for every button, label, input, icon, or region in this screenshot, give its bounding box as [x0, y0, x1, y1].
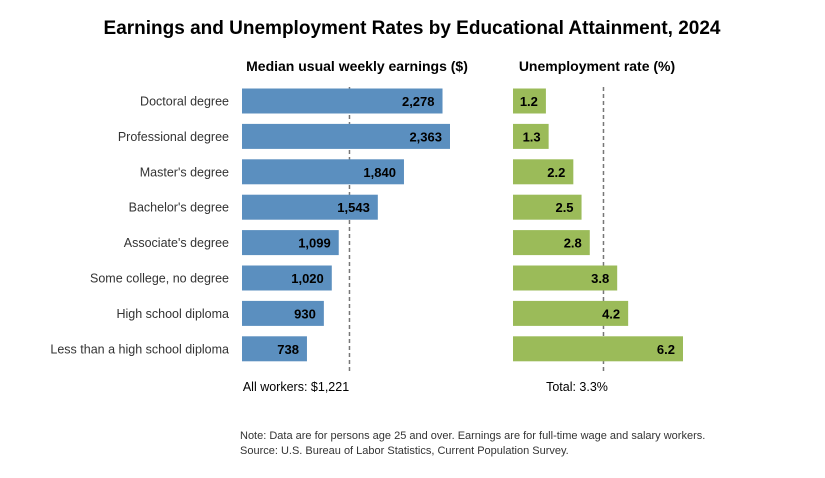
unemployment-bar — [513, 159, 574, 185]
unemployment-value-label: 2.8 — [564, 236, 582, 251]
unemployment-value-label: 2.2 — [547, 165, 565, 180]
earnings-value-label: 2,363 — [409, 129, 442, 144]
category-label: Associate's degree — [124, 236, 229, 250]
unemployment-value-label: 3.8 — [591, 271, 609, 286]
unemployment-value-label: 1.3 — [523, 129, 541, 144]
unemployment-bar — [513, 336, 683, 362]
earnings-value-label: 1,840 — [363, 165, 396, 180]
earnings-bar — [242, 88, 443, 114]
unemployment-bar — [513, 123, 549, 149]
source-text: Source: U.S. Bureau of Labor Statistics,… — [240, 445, 569, 457]
earnings-subtitle: Median usual weekly earnings ($) — [246, 58, 468, 74]
unemployment-value-label: 4.2 — [602, 306, 620, 321]
earnings-bar — [242, 123, 450, 149]
earnings-bar — [242, 300, 324, 326]
earnings-value-label: 1,543 — [337, 200, 370, 215]
unemployment-value-label: 6.2 — [657, 342, 675, 357]
unemployment-bar — [513, 265, 618, 291]
earnings-value-label: 1,020 — [291, 271, 324, 286]
category-label: High school diploma — [116, 307, 229, 321]
unemployment-bar — [513, 300, 629, 326]
unemployment-reference-label: Total: 3.3% — [546, 380, 608, 394]
unemployment-bar — [513, 230, 590, 256]
note-text: Note: Data are for persons age 25 and ov… — [240, 430, 705, 442]
earnings-value-label: 2,278 — [402, 94, 435, 109]
category-label: Professional degree — [118, 130, 229, 144]
unemployment-bar — [513, 88, 546, 114]
earnings-reference-label: All workers: $1,221 — [243, 380, 349, 394]
earnings-bar — [242, 230, 339, 256]
category-label: Doctoral degree — [140, 95, 229, 109]
chart-title: Earnings and Unemployment Rates by Educa… — [104, 18, 721, 39]
earnings-bar — [242, 194, 378, 220]
unemployment-value-label: 2.5 — [555, 200, 573, 215]
earnings-bar — [242, 159, 404, 185]
earnings-bar — [242, 265, 332, 291]
unemployment-bar — [513, 194, 582, 220]
unemployment-value-label: 1.2 — [520, 94, 538, 109]
earnings-value-label: 930 — [294, 306, 316, 321]
category-label: Some college, no degree — [90, 272, 229, 286]
earnings-value-label: 738 — [277, 342, 299, 357]
earnings-bar — [242, 336, 307, 362]
unemployment-subtitle: Unemployment rate (%) — [519, 58, 675, 74]
category-label: Less than a high school diploma — [50, 342, 229, 356]
category-label: Bachelor's degree — [129, 201, 229, 215]
earnings-value-label: 1,099 — [298, 236, 331, 251]
category-label: Master's degree — [140, 165, 229, 179]
